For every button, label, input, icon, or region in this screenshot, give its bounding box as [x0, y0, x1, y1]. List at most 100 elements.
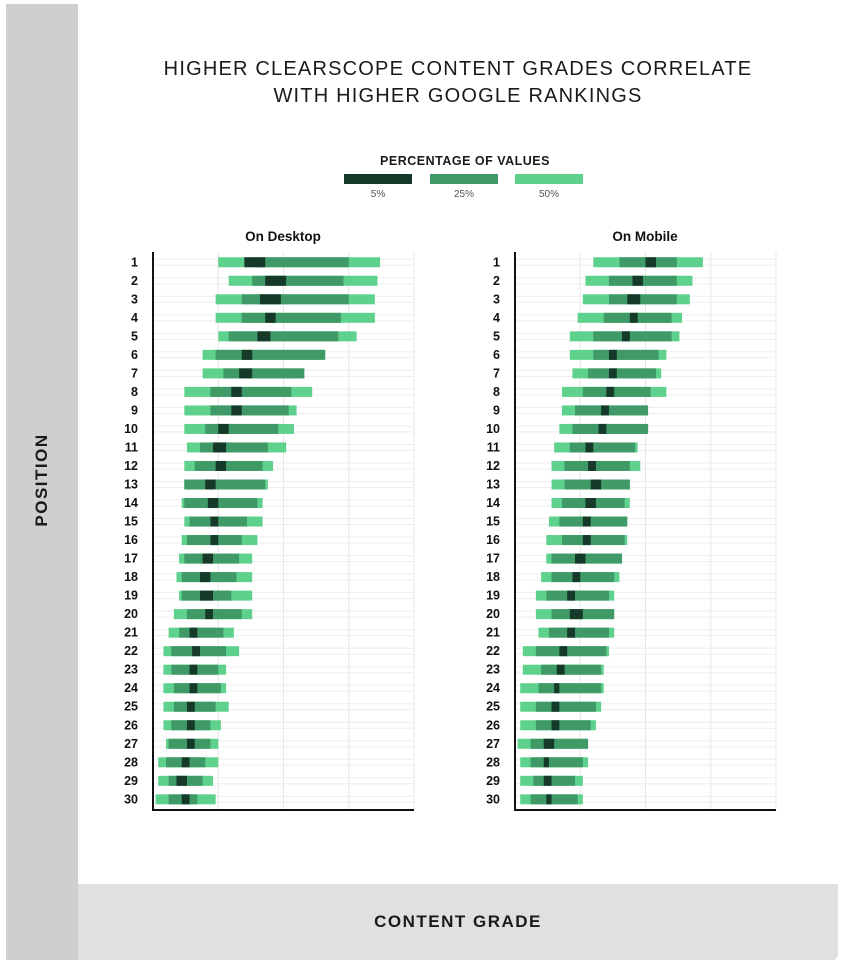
- position-tick-label: 15: [124, 515, 138, 529]
- bar-5pct: [189, 683, 198, 694]
- position-tick-label: 26: [486, 718, 500, 732]
- position-tick-label: 15: [486, 515, 500, 529]
- bar-25pct: [546, 590, 609, 601]
- bar-5pct: [622, 331, 630, 342]
- legend-title: PERCENTAGE OF VALUES: [380, 154, 550, 168]
- position-tick-label: 27: [124, 737, 138, 751]
- bar-5pct: [265, 275, 287, 286]
- position-tick-label: 13: [124, 478, 138, 492]
- bar-5pct: [213, 442, 227, 453]
- bar-5pct: [244, 257, 266, 268]
- legend-swatch-25: [430, 174, 498, 184]
- bar-5pct: [210, 535, 219, 546]
- bar-5pct: [199, 590, 214, 601]
- bar-5pct: [585, 442, 594, 453]
- position-tick-label: 2: [493, 274, 500, 288]
- bar-5pct: [210, 516, 219, 527]
- bar-5pct: [186, 701, 195, 712]
- bar-5pct: [189, 664, 198, 675]
- bar-5pct: [551, 701, 560, 712]
- bar-25pct: [535, 646, 607, 657]
- bar-5pct: [239, 368, 253, 379]
- position-tick-label: 23: [124, 663, 138, 677]
- bar-5pct: [265, 312, 276, 323]
- bar-5pct: [241, 349, 253, 360]
- position-tick-label: 12: [124, 459, 138, 473]
- bar-5pct: [207, 498, 219, 509]
- bar-5pct: [231, 405, 242, 416]
- bar-5pct: [567, 627, 576, 638]
- position-tick-label: 8: [131, 385, 138, 399]
- position-tick-label: 4: [131, 311, 138, 325]
- bar-5pct: [608, 368, 617, 379]
- position-tick-label: 3: [493, 292, 500, 306]
- bar-25pct: [184, 479, 266, 490]
- legend-label-25: 25%: [453, 189, 474, 200]
- position-tick-label: 9: [131, 403, 138, 417]
- bar-25pct: [530, 738, 589, 749]
- bar-25pct: [582, 386, 651, 397]
- position-tick-label: 20: [486, 607, 500, 621]
- position-tick-label: 22: [124, 644, 138, 658]
- bar-5pct: [559, 646, 568, 657]
- position-tick-label: 30: [486, 792, 500, 806]
- bar-5pct: [186, 738, 195, 749]
- left-axis-band: [6, 4, 78, 960]
- position-tick-label: 6: [131, 348, 138, 362]
- position-tick-label: 24: [486, 681, 500, 695]
- position-tick-label: 18: [124, 570, 138, 584]
- bottom-axis-band: [78, 884, 838, 960]
- bar-25pct: [179, 627, 224, 638]
- panel-desktop: On Desktop123456789101112131415161718192…: [124, 229, 415, 811]
- position-tick-label: 7: [493, 366, 500, 380]
- position-tick-label: 17: [486, 552, 500, 566]
- bar-5pct: [645, 257, 656, 268]
- position-tick-label: 14: [486, 496, 500, 510]
- bar-5pct: [598, 423, 607, 434]
- bar-5pct: [260, 294, 281, 305]
- bar-5pct: [543, 757, 549, 768]
- bar-25pct: [254, 257, 349, 268]
- bar-5pct: [192, 646, 200, 657]
- bar-25pct: [551, 572, 615, 583]
- position-tick-label: 5: [131, 329, 138, 343]
- position-tick-label: 1: [131, 255, 138, 269]
- panel-title: On Desktop: [245, 229, 321, 244]
- legend-label-5: 5%: [370, 189, 386, 200]
- bar-25pct: [535, 720, 591, 731]
- bar-5pct: [606, 386, 615, 397]
- position-tick-label: 5: [493, 329, 500, 343]
- position-tick-label: 26: [124, 718, 138, 732]
- panel-title: On Mobile: [612, 229, 678, 244]
- position-tick-label: 7: [131, 366, 138, 380]
- bar-25pct: [215, 349, 326, 360]
- bar-25pct: [184, 498, 258, 509]
- bar-5pct: [543, 775, 552, 786]
- position-tick-label: 28: [486, 755, 500, 769]
- bar-25pct: [252, 275, 344, 286]
- bar-5pct: [186, 720, 195, 731]
- bar-5pct: [590, 479, 602, 490]
- position-tick-label: 1: [493, 255, 500, 269]
- panel-mobile: On Mobile1234567891011121314151617181920…: [486, 229, 777, 811]
- position-tick-label: 21: [486, 626, 500, 640]
- bar-5pct: [554, 683, 560, 694]
- position-tick-label: 10: [486, 422, 500, 436]
- bar-25pct: [593, 331, 672, 342]
- legend-swatch-5: [344, 174, 412, 184]
- position-tick-label: 14: [124, 496, 138, 510]
- legend-label-50: 50%: [538, 189, 559, 200]
- position-tick-label: 4: [493, 311, 500, 325]
- bar-5pct: [189, 627, 198, 638]
- position-tick-label: 25: [124, 700, 138, 714]
- bar-25pct: [533, 775, 576, 786]
- x-axis-title: CONTENT GRADE: [374, 912, 542, 931]
- chart-title: HIGHER CLEARSCOPE CONTENT GRADES CORRELA…: [163, 58, 753, 107]
- bar-25pct: [564, 460, 630, 471]
- position-tick-label: 6: [493, 348, 500, 362]
- bar-5pct: [199, 572, 211, 583]
- bar-25pct: [199, 442, 268, 453]
- bar-25pct: [228, 331, 339, 342]
- position-tick-label: 16: [486, 533, 500, 547]
